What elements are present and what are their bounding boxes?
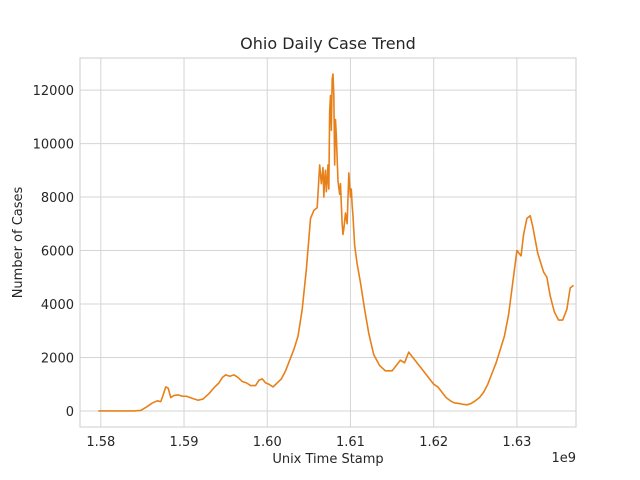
x-tick-label: 1.59 (170, 435, 199, 450)
x-axis-label: Unix Time Stamp (272, 452, 383, 467)
y-tick-label: 6000 (41, 245, 74, 260)
y-tick-label: 4000 (41, 298, 74, 313)
x-tick-label: 1.61 (336, 435, 365, 450)
grid (80, 58, 576, 427)
x-tick-label: 1.63 (502, 435, 531, 450)
plot-area (98, 73, 575, 412)
y-tick-label: 2000 (41, 351, 74, 366)
series-line (98, 73, 575, 412)
plot-frame (79, 57, 577, 428)
x-tick-label: 1.62 (419, 435, 448, 450)
y-tick-label: 8000 (41, 191, 74, 206)
y-axis-ticks: 0 2000 4000 6000 8000 10000 12000 (33, 84, 74, 420)
x-axis-offset-label: 1e9 (551, 451, 576, 466)
y-tick-label: 0 (66, 405, 74, 420)
chart-title: Ohio Daily Case Trend (240, 34, 416, 53)
y-tick-label: 12000 (33, 84, 74, 99)
y-tick-label: 10000 (33, 138, 74, 153)
x-tick-label: 1.60 (253, 435, 282, 450)
x-axis-ticks: 1.58 1.59 1.60 1.61 1.62 1.63 (86, 435, 531, 450)
x-tick-label: 1.58 (86, 435, 115, 450)
y-axis-label: Number of Cases (11, 186, 26, 298)
